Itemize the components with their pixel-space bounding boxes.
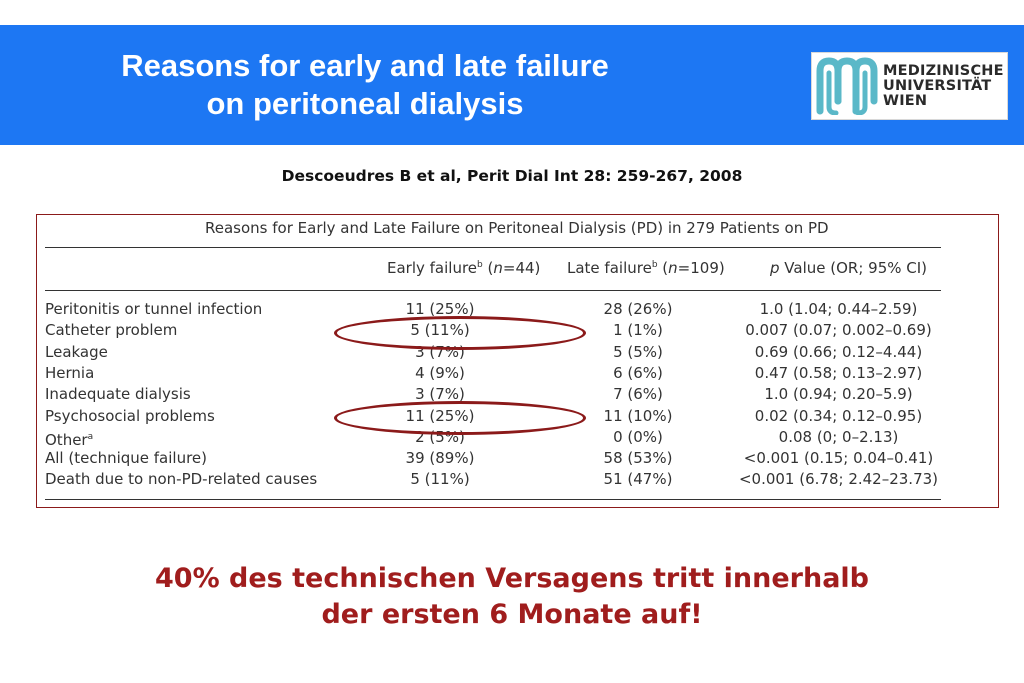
early-header-n: n (493, 259, 503, 277)
conclusion-line-1: 40% des technischen Versagens tritt inne… (155, 563, 869, 594)
p-value-cell: <0.001 (6.78; 2.42–23.73) (738, 470, 939, 489)
p-value-cell: 1.0 (1.04; 0.44–2.59) (759, 300, 918, 318)
early-failure-cell: 4 (9%) (415, 363, 465, 382)
late-failure-cell: 51 (47%) (603, 470, 673, 489)
table-row: Inadequate dialysis 3 (7%) 7 (6%) 1.0 (0.94… (37, 384, 1000, 405)
table-row: Leakage 3 (7%) 5 (5%) 0.69 (0.66; 0.12–4.44… (37, 342, 1000, 363)
p-value-cell: 0.007 (0.07; 0.002–0.69) (745, 321, 932, 340)
row-label-text: Leakage (45, 342, 108, 361)
early-header-label: Early failure (387, 259, 478, 277)
highlight-ellipse-psychosocial (334, 401, 586, 435)
highlight-ellipse-catheter (334, 316, 586, 350)
university-logo: MEDIZINISCHE UNIVERSITÄT WIEN (811, 52, 1008, 120)
row-label: Catheter problem (45, 320, 177, 340)
conclusion-line-2: der ersten 6 Monate auf! (321, 599, 703, 630)
row-label: Death due to non-PD-related causes (45, 469, 317, 489)
table-row: All (technique failure) 39 (89%) 58 (53%) <… (37, 448, 1000, 469)
logo-wordmark: MEDIZINISCHE UNIVERSITÄT WIEN (883, 64, 1004, 109)
table-caption: Reasons for Early and Late Failure on Pe… (205, 219, 829, 237)
early-header-sup: b (477, 260, 483, 270)
row-label-text: Other (45, 430, 88, 449)
late-header-label: Late failure (567, 259, 652, 277)
p-value-cell: 0.02 (0.34; 0.12–0.95) (754, 406, 923, 425)
late-header-n-value: =109 (677, 259, 719, 277)
row-label: Peritonitis or tunnel infection (45, 299, 262, 319)
late-failure-cell: 1 (1%) (613, 321, 663, 340)
row-label: Othera (45, 427, 93, 450)
late-header-n: n (668, 259, 678, 277)
table-header-rule (45, 290, 941, 291)
row-label: All (technique failure) (45, 448, 207, 468)
late-header-sup: b (651, 260, 658, 270)
meduni-wien-logo-icon (816, 57, 878, 115)
row-label-text: All (technique failure) (45, 449, 208, 468)
logo-line-1: MEDIZINISCHE (883, 63, 1004, 79)
row-label-text: Peritonitis or tunnel infection (45, 300, 263, 318)
early-failure-cell: 39 (89%) (405, 449, 475, 468)
row-label-text: Inadequate dialysis (45, 385, 191, 404)
pvalue-header-p: p (770, 259, 780, 277)
late-failure-cell: 28 (26%) (603, 300, 673, 318)
late-failure-cell: 0 (0%) (613, 427, 663, 446)
pvalue-header-label: Value (OR; 95% CI) (779, 259, 928, 277)
p-value-cell: 0.08 (0; 0–2.13) (778, 427, 899, 446)
table-top-rule (45, 247, 941, 248)
table-row: Peritonitis or tunnel infection 11 (25%) 2… (37, 299, 1000, 320)
row-label: Psychosocial problems (45, 406, 215, 426)
conclusion-note: 40% des technischen Versagens tritt inne… (0, 561, 1024, 633)
early-failure-cell: 3 (7%) (415, 385, 465, 404)
row-label: Leakage (45, 342, 108, 362)
results-table: Reasons for Early and Late Failure on Pe… (36, 214, 999, 508)
row-label-text: Catheter problem (45, 321, 178, 340)
row-label-footnote: a (87, 431, 94, 442)
early-failure-cell: 5 (11%) (410, 470, 470, 489)
row-label-text: Hernia (45, 363, 95, 382)
row-label-text: Death due to non-PD-related causes (45, 470, 318, 489)
slide-title: Reasons for early and late failure on pe… (40, 47, 690, 123)
early-failure-cell: 11 (25%) (405, 300, 475, 318)
p-value-cell: 0.69 (0.66; 0.12–4.44) (754, 342, 923, 361)
late-failure-cell: 11 (10%) (603, 406, 673, 425)
logo-line-2: UNIVERSITÄT (883, 78, 992, 94)
table-row: Death due to non-PD-related causes 5 (11%… (37, 469, 1000, 490)
p-value-cell: 0.47 (0.58; 0.13–2.97) (754, 363, 923, 382)
row-label: Inadequate dialysis (45, 384, 191, 404)
late-failure-cell: 6 (6%) (613, 363, 663, 382)
citation: Descoeudres B et al, Perit Dial Int 28: … (281, 167, 743, 185)
column-header-early: Early failureb (n=44) (387, 259, 541, 277)
table-row: Hernia 4 (9%) 6 (6%) 0.47 (0.58; 0.13–2.97) (37, 363, 1000, 384)
late-failure-cell: 58 (53%) (603, 449, 673, 468)
logo-line-3: WIEN (883, 93, 928, 109)
late-failure-cell: 7 (6%) (613, 385, 663, 404)
table-bottom-rule (45, 499, 941, 500)
row-label: Hernia (45, 363, 94, 383)
p-value-cell: <0.001 (0.15; 0.04–0.41) (743, 449, 934, 468)
late-failure-cell: 5 (5%) (613, 342, 663, 361)
title-line-1: Reasons for early and late failure (121, 48, 609, 83)
early-header-n-value: =44 (502, 259, 535, 277)
column-header-late: Late failureb (n=109) (567, 259, 725, 277)
p-value-cell: 1.0 (0.94; 0.20–5.9) (764, 385, 913, 404)
title-line-2: on peritoneal dialysis (206, 86, 524, 121)
column-header-pvalue: p Value (OR; 95% CI) (770, 259, 927, 277)
row-label-text: Psychosocial problems (45, 406, 215, 425)
